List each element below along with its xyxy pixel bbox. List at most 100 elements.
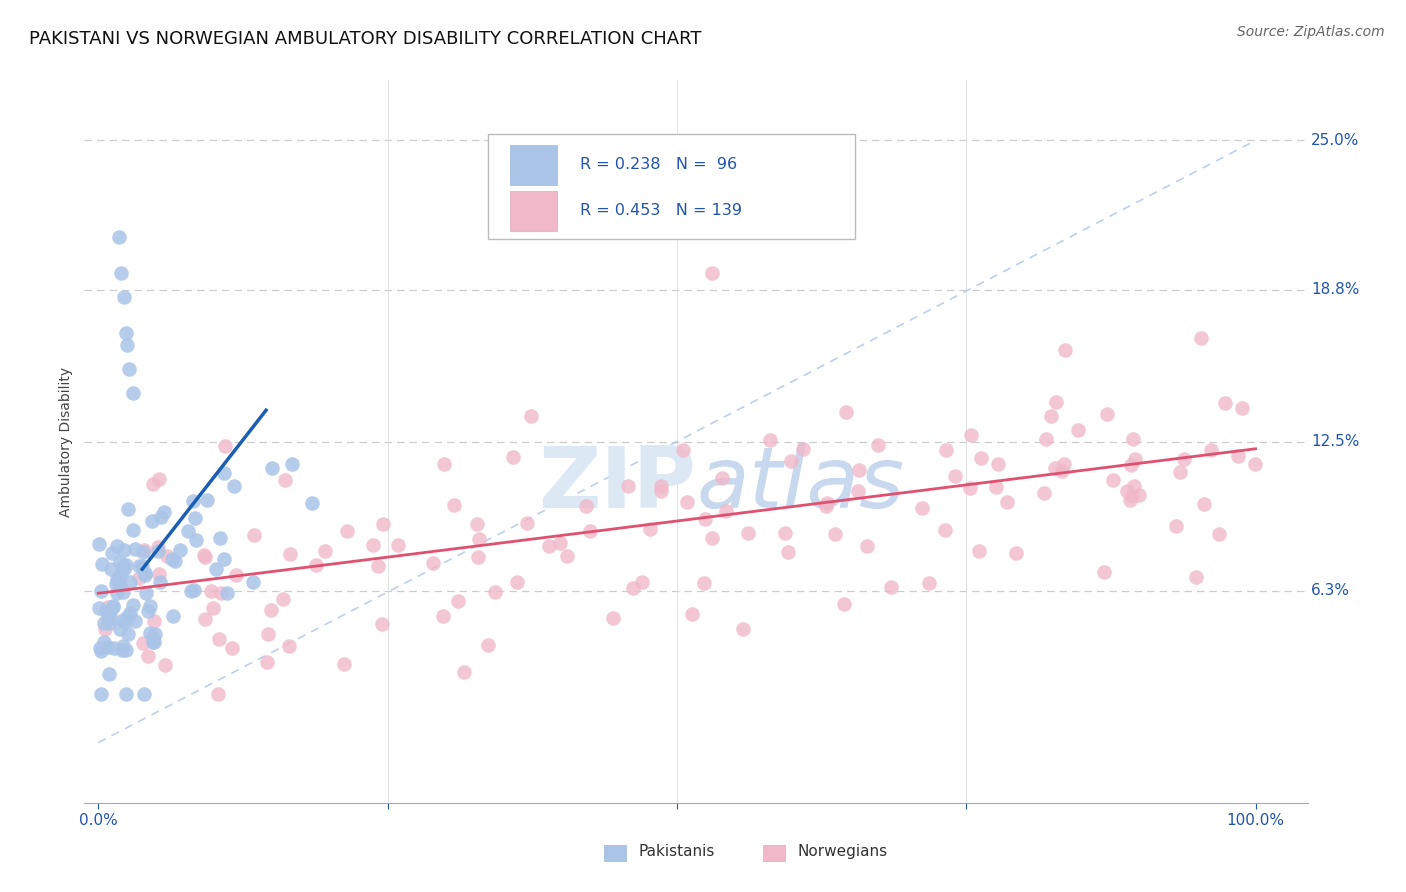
Point [183, 582, 205, 597]
Point [332, 657, 354, 672]
Point [146, 543, 169, 558]
Text: 6.3%: 6.3% [1310, 583, 1350, 599]
Point [128, 559, 150, 574]
Point [537, 539, 560, 553]
Point [1208, 527, 1230, 541]
Text: Source: ZipAtlas.com: Source: ZipAtlas.com [1237, 25, 1385, 39]
Point [209, 586, 232, 600]
Point [467, 550, 489, 565]
Point [89, 600, 111, 615]
Point [443, 498, 465, 512]
Point [846, 483, 869, 498]
Point [505, 575, 527, 590]
Point [108, 622, 131, 636]
Point [184, 511, 207, 525]
Point [91, 557, 114, 571]
Point [945, 469, 967, 483]
Point [115, 558, 138, 573]
Point [1199, 443, 1222, 458]
Point [868, 438, 890, 452]
Point [737, 526, 759, 541]
Point [1185, 570, 1208, 584]
Point [142, 634, 165, 648]
Point [90, 643, 112, 657]
Point [1213, 396, 1236, 410]
Point [363, 538, 385, 552]
Point [221, 641, 243, 656]
Point [693, 576, 716, 591]
Point [194, 549, 217, 564]
Point [672, 442, 695, 457]
Point [132, 635, 155, 649]
Point [256, 655, 278, 669]
Point [1232, 401, 1254, 416]
Point [115, 338, 138, 352]
Point [156, 549, 179, 563]
Point [880, 581, 903, 595]
Point [468, 532, 491, 546]
Point [848, 463, 870, 477]
Point [117, 609, 139, 624]
Point [1170, 465, 1192, 479]
Bar [510, 145, 557, 186]
Point [105, 586, 128, 600]
Point [621, 581, 644, 595]
Point [387, 538, 409, 552]
Point [195, 493, 218, 508]
Point [121, 598, 143, 612]
Y-axis label: Ambulatory Disability: Ambulatory Disability [59, 367, 73, 516]
Point [432, 608, 454, 623]
Point [136, 604, 159, 618]
Point [835, 405, 858, 419]
Point [105, 573, 128, 587]
Point [960, 428, 983, 442]
Point [1053, 457, 1076, 471]
Point [367, 558, 389, 573]
Text: Pakistanis: Pakistanis [638, 844, 714, 859]
Bar [510, 192, 557, 231]
Point [169, 542, 191, 557]
Point [107, 574, 129, 588]
Point [202, 601, 225, 615]
Point [89, 536, 111, 550]
Point [1101, 473, 1123, 487]
Point [97, 600, 120, 615]
Point [148, 540, 170, 554]
Point [124, 542, 146, 557]
Point [112, 562, 135, 576]
Point [502, 450, 524, 465]
Point [260, 461, 283, 475]
Point [97, 615, 120, 630]
Point [141, 514, 163, 528]
Point [103, 599, 125, 613]
Point [548, 536, 571, 550]
Point [1243, 457, 1265, 471]
Point [792, 442, 814, 457]
Point [142, 630, 165, 644]
Point [138, 599, 160, 613]
Point [477, 638, 499, 652]
Point [630, 574, 652, 589]
Point [100, 611, 122, 625]
Point [112, 585, 135, 599]
Point [97, 608, 120, 623]
Point [555, 549, 578, 563]
Point [177, 524, 200, 539]
Point [575, 499, 598, 513]
Point [111, 559, 134, 574]
Point [700, 531, 723, 545]
Point [516, 516, 538, 531]
Point [111, 640, 134, 654]
Point [96, 640, 118, 655]
Point [134, 568, 156, 582]
Point [934, 523, 956, 537]
Point [617, 479, 640, 493]
Point [162, 608, 184, 623]
Point [1054, 343, 1077, 357]
Bar [605, 846, 626, 862]
Point [132, 544, 155, 558]
Point [217, 586, 239, 600]
Point [970, 451, 993, 466]
Point [110, 555, 132, 569]
Point [122, 386, 145, 401]
